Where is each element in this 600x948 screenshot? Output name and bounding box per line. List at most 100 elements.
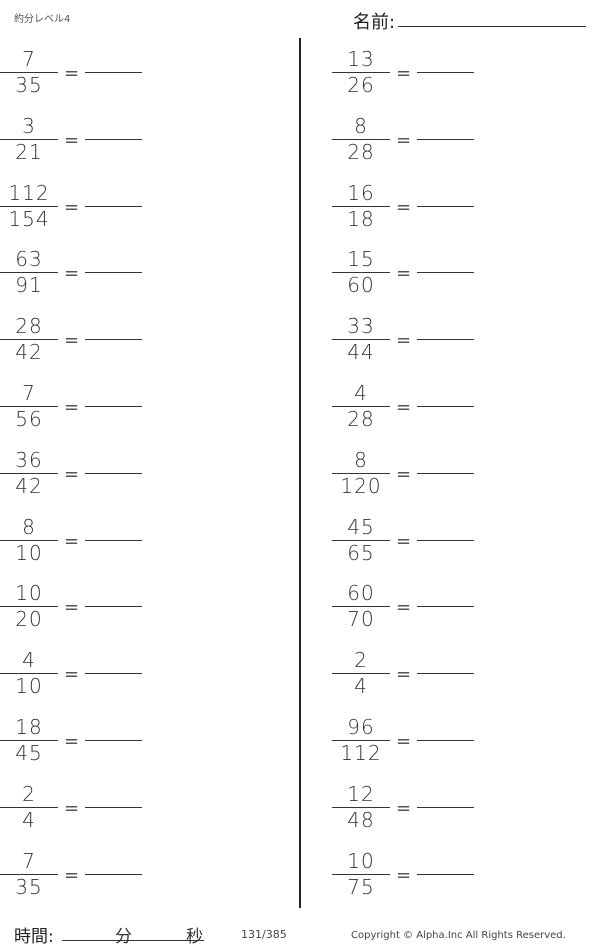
numerator: 60 bbox=[347, 581, 375, 606]
equals-sign: = bbox=[396, 129, 412, 151]
denominator: 65 bbox=[347, 540, 375, 565]
fraction-bar bbox=[332, 873, 390, 875]
equals-sign: = bbox=[396, 864, 412, 886]
answer-line[interactable] bbox=[417, 406, 474, 407]
fraction-problem: 10 20 = bbox=[0, 582, 200, 642]
fraction-bar bbox=[332, 472, 390, 474]
fraction-problem: 33 44 = bbox=[332, 315, 532, 375]
denominator: 4 bbox=[354, 674, 368, 699]
equals-sign: = bbox=[64, 664, 80, 686]
denominator: 42 bbox=[15, 473, 43, 498]
fraction-problem: 2 4 = bbox=[332, 649, 532, 709]
numerator: 10 bbox=[347, 848, 375, 873]
denominator: 28 bbox=[347, 139, 375, 164]
numerator: 36 bbox=[15, 447, 43, 472]
answer-line[interactable] bbox=[85, 806, 142, 808]
answer-line[interactable] bbox=[417, 606, 474, 608]
fraction-problem: 8 120 = bbox=[332, 449, 532, 509]
equals-sign: = bbox=[64, 597, 80, 619]
fraction-bar bbox=[332, 539, 390, 541]
fraction-bar bbox=[0, 740, 58, 741]
equals-sign: = bbox=[64, 263, 80, 285]
answer-line[interactable] bbox=[417, 272, 474, 274]
answer-line[interactable] bbox=[417, 339, 474, 341]
numerator: 15 bbox=[347, 247, 375, 272]
numerator: 8 bbox=[354, 113, 368, 138]
equals-sign: = bbox=[64, 129, 80, 151]
numerator: 2 bbox=[22, 781, 36, 806]
equals-sign: = bbox=[64, 196, 80, 218]
answer-line[interactable] bbox=[85, 339, 142, 341]
copyright: Copyright © Alpha.Inc All Rights Reserve… bbox=[351, 930, 566, 941]
answer-line[interactable] bbox=[85, 406, 142, 407]
equals-sign: = bbox=[64, 731, 80, 752]
answer-line[interactable] bbox=[85, 472, 142, 474]
fraction-problem: 18 45 = bbox=[0, 716, 200, 776]
answer-line[interactable] bbox=[417, 72, 474, 73]
name-field-line bbox=[398, 26, 586, 27]
fraction-bar bbox=[0, 606, 58, 608]
numerator: 45 bbox=[347, 514, 375, 539]
fraction-problem: 60 70 = bbox=[332, 582, 532, 642]
equals-sign: = bbox=[396, 530, 412, 552]
denominator: 4 bbox=[22, 807, 36, 832]
answer-line[interactable] bbox=[417, 673, 474, 675]
answer-line[interactable] bbox=[417, 472, 474, 474]
fraction-problem: 3 21 = bbox=[0, 115, 200, 175]
denominator: 10 bbox=[15, 540, 43, 565]
denominator: 45 bbox=[15, 741, 43, 765]
denominator: 70 bbox=[347, 607, 375, 632]
equals-sign: = bbox=[64, 797, 80, 819]
numerator: 112 bbox=[8, 180, 50, 205]
fraction-problem: 2 4 = bbox=[0, 783, 200, 843]
time-label: 時間: bbox=[14, 927, 54, 947]
equals-sign: = bbox=[396, 397, 412, 418]
denominator: 154 bbox=[8, 206, 50, 231]
seconds-label: 秒 bbox=[186, 927, 203, 947]
answer-line[interactable] bbox=[417, 873, 474, 875]
fraction-problem: 112 154 = bbox=[0, 182, 200, 242]
numerator: 13 bbox=[347, 47, 375, 71]
numerator: 4 bbox=[22, 648, 36, 673]
fraction-problem: 36 42 = bbox=[0, 449, 200, 509]
answer-line[interactable] bbox=[85, 138, 142, 140]
denominator: 60 bbox=[347, 273, 375, 298]
answer-line[interactable] bbox=[85, 72, 142, 73]
denominator: 10 bbox=[15, 674, 43, 699]
answer-line[interactable] bbox=[85, 539, 142, 541]
equals-sign: = bbox=[64, 397, 80, 418]
answer-line[interactable] bbox=[85, 272, 142, 274]
answer-line[interactable] bbox=[85, 740, 142, 741]
answer-line[interactable] bbox=[85, 673, 142, 675]
denominator: 42 bbox=[15, 340, 43, 365]
fraction-bar bbox=[0, 72, 58, 73]
fraction-problem: 16 18 = bbox=[332, 182, 532, 242]
answer-line[interactable] bbox=[417, 740, 474, 741]
answer-line[interactable] bbox=[417, 205, 474, 207]
name-label: 名前: bbox=[353, 12, 396, 33]
numerator: 7 bbox=[22, 848, 36, 873]
answer-line[interactable] bbox=[417, 539, 474, 541]
fraction-bar bbox=[332, 138, 390, 140]
answer-line[interactable] bbox=[417, 806, 474, 808]
fraction-problem: 15 60 = bbox=[332, 248, 532, 308]
column-divider bbox=[299, 38, 301, 908]
denominator: 44 bbox=[347, 340, 375, 365]
fraction-bar bbox=[332, 606, 390, 608]
numerator: 7 bbox=[22, 381, 36, 405]
fraction-bar bbox=[0, 873, 58, 875]
answer-line[interactable] bbox=[417, 138, 474, 140]
equals-sign: = bbox=[396, 263, 412, 285]
fraction-problem: 7 35 = bbox=[0, 850, 200, 910]
answer-line[interactable] bbox=[85, 205, 142, 207]
numerator: 7 bbox=[22, 47, 36, 71]
answer-line[interactable] bbox=[85, 873, 142, 875]
numerator: 10 bbox=[15, 581, 43, 606]
denominator: 28 bbox=[347, 407, 375, 431]
answer-line[interactable] bbox=[85, 606, 142, 608]
fraction-bar bbox=[0, 339, 58, 341]
fraction-problem: 28 42 = bbox=[0, 315, 200, 375]
fraction-problem: 45 65 = bbox=[332, 516, 532, 576]
fraction-bar bbox=[0, 539, 58, 541]
